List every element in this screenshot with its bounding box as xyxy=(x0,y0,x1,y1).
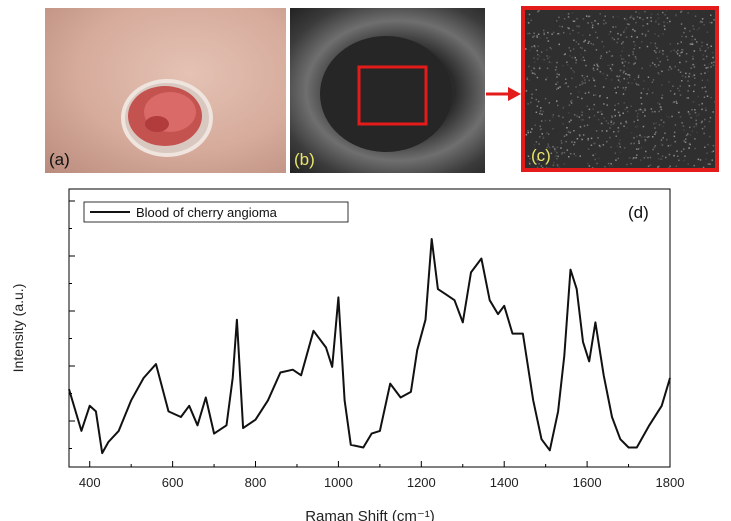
lesion-photo xyxy=(121,79,213,157)
x-tick-labels: 400 600 800 1000 1200 1400 1600 1800 xyxy=(79,475,685,490)
x-tick-label: 1000 xyxy=(324,475,353,490)
x-tick-label: 400 xyxy=(79,475,101,490)
spectrum-line xyxy=(68,238,671,455)
x-tick-label: 600 xyxy=(162,475,184,490)
selection-box xyxy=(357,65,428,126)
x-tick-label: 1400 xyxy=(490,475,519,490)
x-tick-label: 1600 xyxy=(573,475,602,490)
panel-label-a: (a) xyxy=(49,150,70,169)
microscope-image xyxy=(320,36,452,152)
x-tick-label: 1200 xyxy=(407,475,436,490)
arrow-icon xyxy=(486,87,521,101)
raman-spectrum-chart: 400 600 800 1000 1200 1400 1600 1800 Blood of c… xyxy=(10,188,685,521)
x-tick-label: 800 xyxy=(245,475,267,490)
panel-label-d: (d) xyxy=(628,203,649,222)
microscope-panel-b: (b) xyxy=(290,8,485,173)
zoomed-panel-c: (c) xyxy=(521,6,719,172)
legend-label: Blood of cherry angioma xyxy=(136,205,278,220)
x-axis-label: Raman Shift (cm⁻¹) xyxy=(305,508,435,521)
plot-frame xyxy=(68,188,671,468)
legend-box xyxy=(83,201,349,223)
photo-panel-a: (a) xyxy=(45,8,286,173)
x-tick-label: 1800 xyxy=(656,475,685,490)
panel-label-b: (b) xyxy=(294,150,315,169)
y-axis-label: Intensity (a.u.) xyxy=(10,284,26,373)
axis-ticks xyxy=(69,200,671,467)
speckle-texture xyxy=(525,10,715,168)
panel-label-c: (c) xyxy=(531,146,551,165)
